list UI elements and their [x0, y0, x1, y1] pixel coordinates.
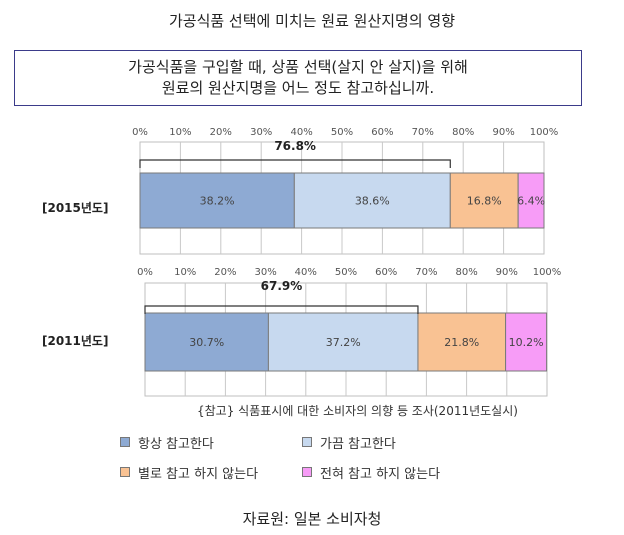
- legend-label-rarely: 별로 참고 하지 않는다: [138, 467, 259, 482]
- chart-panel-0: 0% 10% 20% 30% 40% 50% 60% 70% 80% 90% 100% 38.2% 38…: [42, 127, 559, 255]
- x-tick-label: 30%: [254, 267, 276, 278]
- x-tick-label: 30%: [250, 127, 272, 138]
- legend-swatch-sometimes: [302, 437, 312, 447]
- source-credit: 자료원: 일본 소비자청: [242, 510, 382, 528]
- bar-segment: [293, 172, 451, 229]
- x-tick-label: 50%: [335, 267, 357, 278]
- x-tick-label: 80%: [455, 267, 477, 278]
- x-tick-label: 60%: [371, 127, 393, 138]
- legend-item-never: 전혀 참고 하지 않는다: [302, 463, 440, 482]
- category-label: [2015년도]: [42, 201, 108, 215]
- x-tick-label: 10%: [169, 127, 191, 138]
- annotation-label: 67.9%: [261, 279, 303, 293]
- x-tick-label: 40%: [295, 267, 317, 278]
- x-tick-label: 70%: [412, 127, 434, 138]
- legend: 항상 참고한다 가끔 참고한다 별로 참고 하지 않는다 전혀 참고 하지 않는…: [120, 433, 520, 489]
- legend-item-rarely: 별로 참고 하지 않는다: [120, 463, 258, 482]
- legend-item-always: 항상 참고한다: [120, 433, 214, 452]
- legend-label-always: 항상 참고한다: [138, 437, 214, 452]
- x-tick-label: 100%: [533, 267, 562, 278]
- x-tick-label: 60%: [375, 267, 397, 278]
- survey-question-box: 가공식품을 구입할 때, 상품 선택(살지 안 살지)을 위해 원료의 원산지명…: [14, 50, 582, 106]
- bar-segment: [505, 312, 548, 372]
- x-tick-label: 70%: [415, 267, 437, 278]
- x-tick-label: 90%: [496, 267, 518, 278]
- data-label: 37.2%: [326, 336, 361, 349]
- survey-note: {참고} 식품표시에 대한 소비자의 의향 등 조사(2011년도실시): [197, 404, 518, 418]
- bar-segment: [517, 172, 545, 229]
- chart-panel-1: 0% 10% 20% 30% 40% 50% 60% 70% 80% 90% 100% 30.7% 37…: [42, 267, 562, 397]
- annotation-bracket: [144, 305, 419, 314]
- x-tick-label: 10%: [174, 267, 196, 278]
- question-line-2: 원료의 원산지명을 어느 정도 참고하십니까.: [161, 79, 435, 97]
- data-label: 16.8%: [467, 195, 502, 208]
- x-tick-label: 0%: [132, 127, 148, 138]
- data-label: 6.4%: [517, 195, 545, 208]
- x-tick-label: 100%: [530, 127, 559, 138]
- bar-segment: [267, 312, 419, 372]
- legend-item-sometimes: 가끔 참고한다: [302, 433, 396, 452]
- annotation-label: 76.8%: [274, 139, 316, 153]
- bar-segment: [139, 172, 295, 229]
- legend-label-never: 전혀 참고 하지 않는다: [320, 467, 441, 482]
- data-label: 38.2%: [200, 195, 235, 208]
- legend-swatch-always: [120, 437, 130, 447]
- x-tick-label: 0%: [137, 267, 153, 278]
- question-line-1: 가공식품을 구입할 때, 상품 선택(살지 안 살지)을 위해: [128, 58, 468, 76]
- x-tick-label: 20%: [214, 267, 236, 278]
- x-tick-label: 50%: [331, 127, 353, 138]
- data-label: 38.6%: [355, 195, 390, 208]
- x-tick-label: 40%: [290, 127, 312, 138]
- legend-swatch-rarely: [120, 467, 130, 477]
- legend-label-sometimes: 가끔 참고한다: [320, 437, 396, 452]
- legend-swatch-never: [302, 467, 312, 477]
- annotation-bracket: [139, 159, 451, 168]
- data-label: 30.7%: [189, 336, 224, 349]
- x-tick-label: 20%: [210, 127, 232, 138]
- x-tick-label: 90%: [492, 127, 514, 138]
- bar-segment: [417, 312, 507, 372]
- data-label: 21.8%: [444, 336, 479, 349]
- category-label: [2011년도]: [42, 334, 108, 348]
- x-tick-label: 80%: [452, 127, 474, 138]
- data-label: 10.2%: [509, 336, 544, 349]
- chart-title: 가공식품 선택에 미치는 원료 원산지명의 영향: [168, 12, 456, 30]
